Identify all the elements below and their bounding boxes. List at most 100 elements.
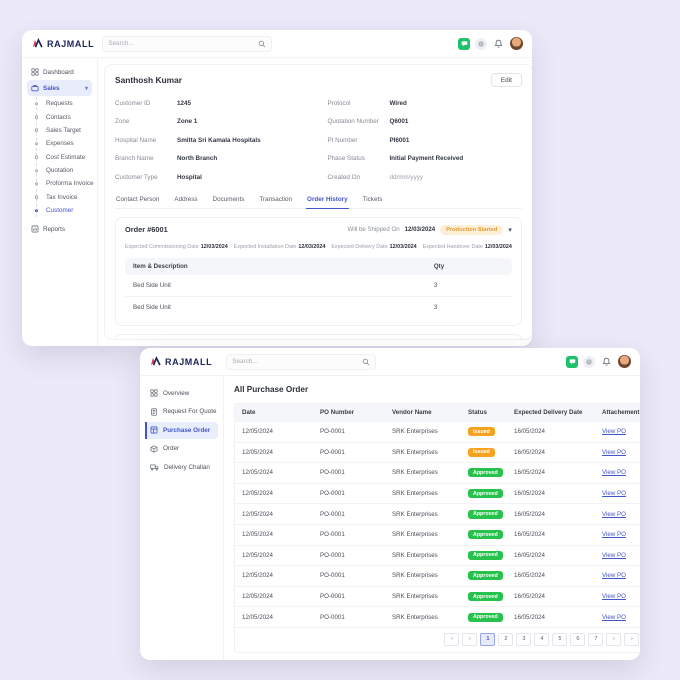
brand-name: RAJMALL (47, 38, 95, 49)
page-first-button[interactable]: ‹ (444, 632, 460, 646)
po-number: PO-0001 (320, 510, 345, 518)
chat-icon[interactable] (458, 37, 470, 50)
po-vendor: SRK Enterprises (392, 428, 438, 436)
sidebar-item-expenses[interactable]: Expenses (37, 137, 92, 150)
field-label: Zone (115, 118, 130, 126)
chevron-down-icon[interactable]: ▾ (508, 226, 512, 234)
sidebar-item-customer[interactable]: Customer (37, 204, 92, 217)
table-row: 12/05/2024 PO-0001 SRK Enterprises Appro… (235, 585, 640, 607)
po-expected-date: 16/05/2024 (514, 613, 545, 621)
sidebar-item-quotation[interactable]: Quotation (37, 164, 92, 177)
tab-transaction[interactable]: Transaction (259, 195, 293, 203)
field-label: Customer ID (115, 99, 151, 107)
view-po-link[interactable]: View PO (602, 428, 626, 436)
status-badge: Approved (468, 489, 503, 499)
field-value: Smitta Sri Kamala Hospitals (177, 136, 261, 144)
view-po-link[interactable]: View PO (602, 593, 626, 601)
page-button-3[interactable]: 3 (516, 632, 532, 646)
sidebar-item-overview[interactable]: Overview (145, 385, 218, 402)
po-expected-date: 16/05/2024 (514, 510, 545, 518)
sidebar-item-request-for-quote[interactable]: Request For Quote (145, 403, 218, 420)
status-badge: Issued (468, 427, 495, 437)
milestone-date: 12/03/2024 (484, 243, 512, 250)
po-vendor: SRK Enterprises (392, 572, 438, 580)
sidebar-item-order[interactable]: Order (145, 440, 218, 457)
status-badge: Approved (468, 592, 503, 602)
col-attachement: Attachement (602, 409, 640, 416)
sidebar-item-cost-estimate[interactable]: Cost Estimate (37, 151, 92, 164)
col-date: Date (242, 409, 256, 416)
edit-button[interactable]: Edit (490, 73, 522, 87)
page-button-4[interactable]: 4 (534, 632, 550, 646)
tab-tickets[interactable]: Tickets (362, 195, 383, 203)
sidebar-item-reports[interactable]: Reports (27, 221, 92, 237)
page-button-5[interactable]: 5 (552, 632, 568, 646)
bell-icon[interactable] (492, 37, 505, 50)
search-input[interactable] (108, 40, 259, 47)
table-row: 12/05/2024 PO-0001 SRK Enterprises Appro… (235, 565, 640, 586)
sidebar-item-contacts[interactable]: Contacts (37, 110, 92, 123)
po-expected-date: 16/05/2024 (514, 593, 545, 601)
sidebar-item-dashboard[interactable]: Dashboard (27, 64, 92, 80)
logo-icon (32, 38, 43, 48)
overview-icon (150, 389, 158, 397)
bell-icon[interactable] (600, 355, 613, 368)
tab-documents[interactable]: Documents (212, 195, 245, 203)
view-po-link[interactable]: View PO (602, 510, 626, 518)
sidebar-item-purchase-order[interactable]: Purchase Order (145, 421, 218, 439)
order-title: Order #6001 (125, 225, 168, 234)
reports-icon (31, 225, 39, 233)
po-date: 12/05/2024 (242, 572, 273, 580)
tab-address[interactable]: Address (174, 195, 198, 203)
po-number: PO-0001 (320, 448, 345, 456)
page-last-button[interactable]: › (624, 632, 640, 646)
sidebar-item-requests[interactable]: Requests (37, 97, 92, 110)
page-prev-button[interactable]: ‹ (462, 632, 478, 646)
gear-icon[interactable] (583, 355, 595, 368)
customer-detail-card: Santhosh Kumar Edit Customer ID 1245 Zone… (104, 64, 532, 340)
view-po-link[interactable]: View PO (602, 572, 626, 580)
view-po-link[interactable]: View PO (602, 551, 626, 559)
po-vendor: SRK Enterprises (392, 593, 438, 601)
page-button-6[interactable]: 6 (570, 632, 586, 646)
order-milestones: Expected Commissioning Date 12/03/2024 Ex… (125, 244, 512, 250)
milestone-date: 12/03/2024 (200, 243, 228, 250)
purchase-order-window: RAJMALL (140, 348, 640, 660)
po-expected-date: 16/05/2024 (514, 428, 545, 436)
po-number: PO-0001 (320, 490, 345, 498)
item-qty: 3 (433, 303, 438, 311)
page-title: All Purchase Order (234, 385, 309, 394)
sidebar-item-proforma-invoice[interactable]: Proforma Invoice (37, 177, 94, 190)
page-button-2[interactable]: 2 (498, 632, 514, 646)
page-button-7[interactable]: 7 (588, 632, 604, 646)
table-row: 12/05/2024 PO-0001 SRK Enterprises Appro… (235, 544, 640, 566)
sidebar-item-sales[interactable]: Sales ▾ (27, 80, 92, 96)
brand-logo: RAJMALL (32, 38, 94, 49)
view-po-link[interactable]: View PO (602, 613, 626, 621)
page-button-1[interactable]: 1 (480, 632, 496, 646)
gear-icon[interactable] (475, 37, 487, 50)
sidebar-item-delivery-challan[interactable]: Delivery Challan (145, 459, 218, 476)
tab-order-history[interactable]: Order History (306, 192, 349, 209)
sidebar-item-sales-target[interactable]: Sales Target (37, 124, 92, 137)
user-avatar[interactable] (618, 355, 631, 368)
status-badge: Approved (468, 571, 503, 581)
view-po-link[interactable]: View PO (602, 490, 626, 498)
page-next-button[interactable]: › (606, 632, 622, 646)
sidebar-item-tax-invoice[interactable]: Tax Invoice (37, 191, 92, 204)
user-avatar[interactable] (510, 37, 523, 50)
table-row: 12/05/2024 PO-0001 SRK Enterprises Appro… (235, 523, 640, 545)
col-status: Status (468, 409, 487, 416)
search-input[interactable] (232, 358, 363, 365)
chat-icon[interactable] (566, 355, 578, 368)
view-po-link[interactable]: View PO (602, 448, 626, 456)
sidebar-item-label: Order (163, 445, 180, 452)
view-po-link[interactable]: View PO (602, 531, 626, 539)
view-po-link[interactable]: View PO (602, 469, 626, 477)
tab-contact-person[interactable]: Contact Person (116, 195, 160, 203)
order-card-59901[interactable]: Order#59901 Hand overed › (115, 333, 522, 339)
truck-icon (150, 463, 159, 471)
status-badge: Approved (468, 468, 503, 478)
field-label: Quotation Number (327, 118, 379, 126)
table-row: 12/05/2024 PO-0001 SRK Enterprises Issue… (235, 441, 640, 463)
